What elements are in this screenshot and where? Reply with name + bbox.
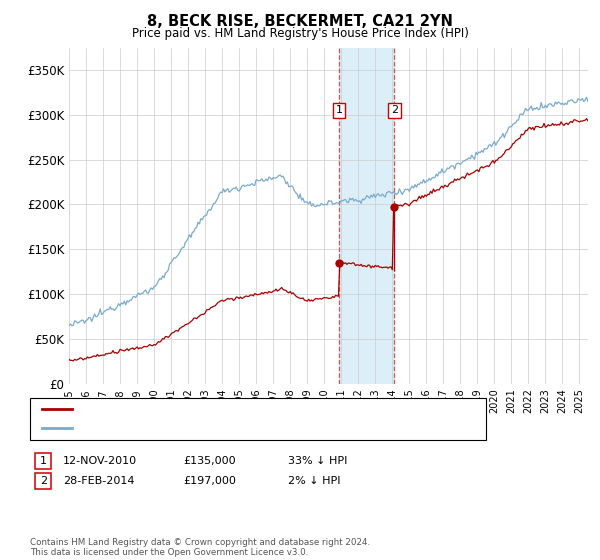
Text: HPI: Average price, detached house, Cumberland: HPI: Average price, detached house, Cumb… (78, 423, 347, 433)
Text: 12-NOV-2010: 12-NOV-2010 (63, 456, 137, 466)
Text: £135,000: £135,000 (183, 456, 236, 466)
Text: 2: 2 (391, 105, 398, 115)
Text: 33% ↓ HPI: 33% ↓ HPI (288, 456, 347, 466)
Text: 28-FEB-2014: 28-FEB-2014 (63, 476, 134, 486)
Text: Contains HM Land Registry data © Crown copyright and database right 2024.
This d: Contains HM Land Registry data © Crown c… (30, 538, 370, 557)
Bar (339, 48, 394, 384)
Text: 1: 1 (40, 456, 47, 466)
Text: £197,000: £197,000 (183, 476, 236, 486)
Text: 8, BECK RISE, BECKERMET, CA21 2YN (detached house): 8, BECK RISE, BECKERMET, CA21 2YN (detac… (78, 404, 383, 414)
Text: 2% ↓ HPI: 2% ↓ HPI (288, 476, 341, 486)
Text: 2: 2 (40, 476, 47, 486)
Text: Price paid vs. HM Land Registry's House Price Index (HPI): Price paid vs. HM Land Registry's House … (131, 27, 469, 40)
Text: 8, BECK RISE, BECKERMET, CA21 2YN: 8, BECK RISE, BECKERMET, CA21 2YN (147, 14, 453, 29)
Text: 1: 1 (335, 105, 343, 115)
